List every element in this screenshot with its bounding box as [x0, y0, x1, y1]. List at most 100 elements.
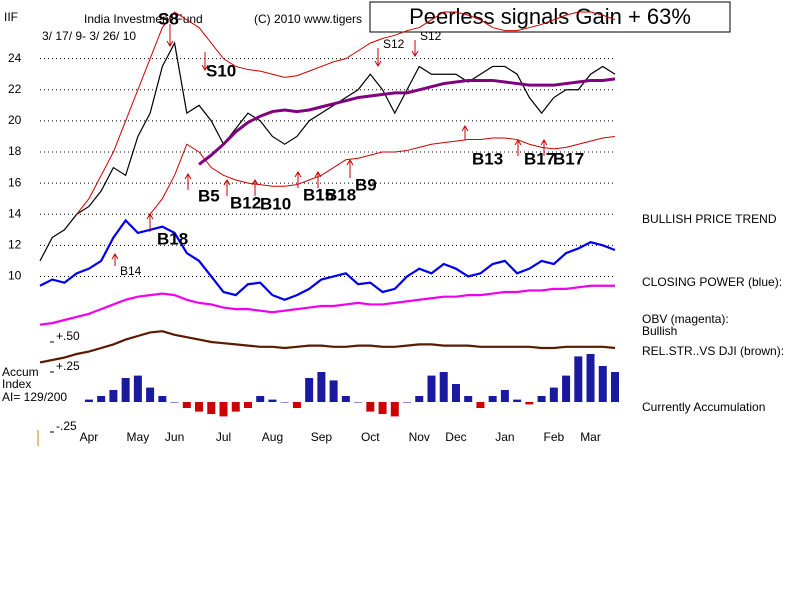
signal-label: S10 [206, 61, 236, 80]
x-tick-label: Jul [216, 430, 231, 444]
accum-bar [146, 387, 155, 402]
signal-label: S8 [158, 9, 179, 28]
signal-label: B12 [230, 193, 261, 212]
accum-bar [390, 402, 399, 417]
accum-bar [256, 396, 265, 402]
accum-bar [451, 384, 460, 402]
signal-label: S12 [420, 29, 442, 43]
y2-tick-label: +.50 [56, 329, 80, 343]
accum-bar [133, 375, 142, 402]
accum-bar [231, 402, 240, 412]
side-note: Currently Accumulation [642, 400, 765, 414]
side-note: BULLISH PRICE TREND [642, 212, 777, 226]
signal-arrowhead [314, 171, 322, 178]
x-tick-label: Mar [580, 430, 601, 444]
signal-label: S12 [383, 37, 405, 51]
x-tick-label: Dec [445, 430, 466, 444]
accum-bar [317, 372, 326, 402]
signal-label: B9 [355, 175, 377, 194]
accum-bar [488, 396, 497, 402]
signal-arrowhead [223, 179, 231, 186]
y-tick-label: 20 [8, 113, 22, 127]
accum-bar [549, 387, 558, 402]
signal-arrowhead [166, 40, 174, 47]
signal-label: B17 [524, 149, 555, 168]
x-tick-label: May [127, 430, 150, 444]
ticker: IIF [4, 10, 18, 24]
signal-label: B17 [553, 149, 584, 168]
accum-bar [268, 399, 277, 402]
signal-arrowhead [111, 253, 119, 260]
signal-arrowhead [411, 50, 419, 57]
signal-arrowhead [201, 64, 209, 71]
accum-bar [562, 375, 571, 402]
x-tick-label: Aug [262, 430, 283, 444]
accum-bar [121, 378, 130, 402]
series-line [149, 135, 616, 215]
accum-bar [292, 402, 301, 408]
accum-bar [195, 402, 204, 412]
signal-arrowhead [184, 173, 192, 180]
signal-label: B15 [303, 185, 334, 204]
accum-bar [525, 402, 534, 405]
accum-bar [158, 396, 167, 402]
accum-bar [439, 372, 448, 402]
accum-bar [109, 390, 118, 402]
y-tick-label: 24 [8, 51, 22, 65]
accum-bar [170, 402, 179, 403]
accum-bar [464, 396, 473, 402]
series-line [39, 284, 615, 326]
legend-label: REL.STR..VS DJI (brown): [642, 344, 784, 358]
signal-label: B13 [472, 149, 503, 168]
accum-bar [84, 399, 93, 402]
y2-tick-label: +.25 [56, 359, 80, 373]
accum-bar [341, 396, 350, 402]
signal-arrowhead [514, 139, 522, 146]
accum-bar [354, 402, 363, 403]
accum-bar [427, 375, 436, 402]
signal-arrowhead [461, 125, 469, 132]
legend-label: CLOSING POWER (blue): [642, 275, 782, 289]
y-tick-label: 16 [8, 175, 22, 189]
y-tick-label: 18 [8, 144, 22, 158]
accum-bar [378, 402, 387, 414]
y-tick-label: 10 [8, 269, 22, 283]
accum-bar [611, 372, 619, 402]
x-tick-label: Jan [495, 430, 514, 444]
x-tick-label: Nov [409, 430, 430, 444]
left-label: Index [2, 377, 31, 391]
date-range: 3/ 17/ 9- 3/ 26/ 10 [42, 29, 136, 43]
x-tick-label: Apr [80, 430, 99, 444]
accum-bar [476, 402, 485, 408]
accum-bar [243, 402, 252, 408]
signal-arrowhead [346, 159, 354, 166]
copyright: (C) 2010 www.tigers [254, 12, 362, 26]
signal-label: B14 [120, 264, 142, 278]
title-box [369, 1, 731, 33]
series-line [39, 218, 616, 301]
accum-bar [366, 402, 375, 412]
accum-bar [219, 402, 228, 417]
accum-bar [305, 378, 314, 402]
chart-title: Peerless signals Gain + 63% [409, 4, 691, 29]
series-line [39, 41, 616, 262]
accum-bar [586, 354, 595, 402]
signal-arrowhead [294, 171, 302, 178]
accum-bar [280, 402, 289, 403]
signal-arrowhead [146, 213, 154, 220]
accum-bar [329, 380, 338, 402]
accum-bar [97, 396, 106, 402]
series-line [198, 77, 616, 166]
accum-bar [500, 390, 509, 402]
legend-label: OBV (magenta): [642, 312, 729, 326]
accum-bar [207, 402, 216, 414]
series-line [39, 330, 616, 364]
signal-arrowhead [374, 60, 382, 67]
signal-arrowhead [540, 139, 548, 146]
series-line [76, 11, 616, 215]
y-tick-label: 22 [8, 82, 22, 96]
signal-label: B5 [198, 186, 220, 205]
signal-label: B18 [325, 185, 356, 204]
